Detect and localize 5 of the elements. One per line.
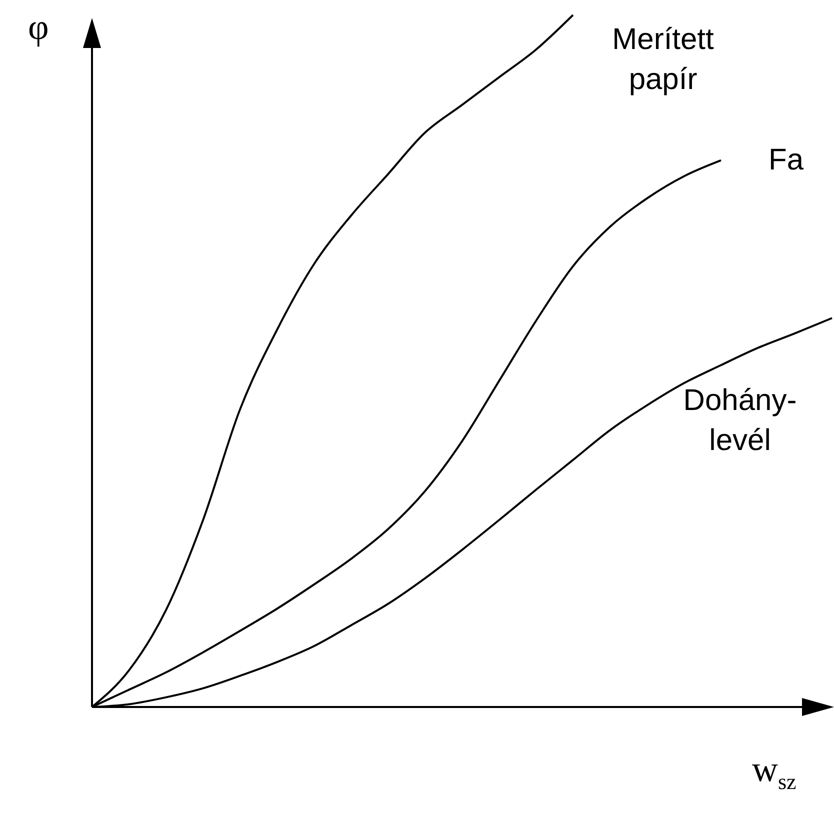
- series-label: Fa: [768, 143, 804, 176]
- series-label: Merített papír: [612, 23, 715, 96]
- series-label: Dohány- levél: [683, 384, 797, 458]
- x-axis-title: w$_{sz}$: [752, 748, 796, 796]
- y-axis-title: φ: [28, 6, 49, 48]
